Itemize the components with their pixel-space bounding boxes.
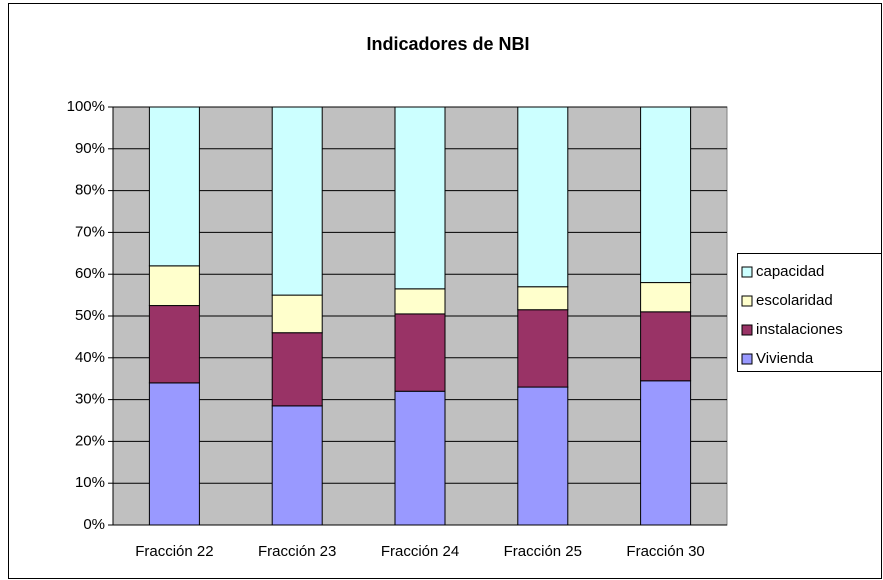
bar-segment — [271, 332, 323, 407]
y-tick-label: 100% — [67, 98, 105, 115]
bar-segment — [271, 405, 323, 526]
y-tick-label: 50% — [75, 307, 105, 324]
bar-segment — [640, 282, 692, 313]
legend-swatch — [741, 353, 753, 365]
bar-segment — [271, 294, 323, 334]
x-tick-label: Fracción 30 — [626, 543, 704, 560]
x-tick-label: Fracción 24 — [381, 543, 459, 560]
y-tick-label: 0% — [83, 516, 105, 533]
bar-segment — [148, 265, 200, 307]
bar-segment — [394, 390, 446, 526]
legend-label: escolaridad — [756, 292, 833, 309]
chart-title: Indicadores de NBI — [366, 34, 529, 54]
y-tick-label: 60% — [75, 265, 105, 282]
bar-segment — [640, 380, 692, 526]
bar-segment — [517, 286, 569, 311]
y-tick-label: 70% — [75, 223, 105, 240]
bar-segment — [517, 106, 569, 288]
bar-segment — [517, 309, 569, 388]
legend-label: instalaciones — [756, 321, 843, 338]
y-tick-label: 30% — [75, 391, 105, 408]
legend-swatch — [741, 295, 753, 307]
bar-segment — [394, 288, 446, 315]
legend-label: capacidad — [756, 263, 824, 280]
x-tick-label: Fracción 23 — [258, 543, 336, 560]
bar-segment — [271, 106, 323, 296]
x-tick-label: Fracción 25 — [504, 543, 582, 560]
y-tick-label: 20% — [75, 432, 105, 449]
y-tick-label: 10% — [75, 474, 105, 491]
bar-segment — [640, 106, 692, 284]
y-tick-label: 40% — [75, 349, 105, 366]
bar-segment — [148, 382, 200, 526]
bar-segment — [394, 106, 446, 290]
y-tick-label: 90% — [75, 140, 105, 157]
bar-segment — [517, 386, 569, 526]
bar-segment — [148, 106, 200, 267]
legend-swatch — [741, 324, 753, 336]
legend-swatch — [741, 266, 753, 278]
legend — [737, 253, 882, 372]
bar-segment — [394, 313, 446, 392]
bar-segment — [640, 311, 692, 382]
legend-label: Vivienda — [756, 350, 814, 367]
x-tick-label: Fracción 22 — [135, 543, 213, 560]
bar-segment — [148, 305, 200, 384]
y-tick-label: 80% — [75, 182, 105, 199]
